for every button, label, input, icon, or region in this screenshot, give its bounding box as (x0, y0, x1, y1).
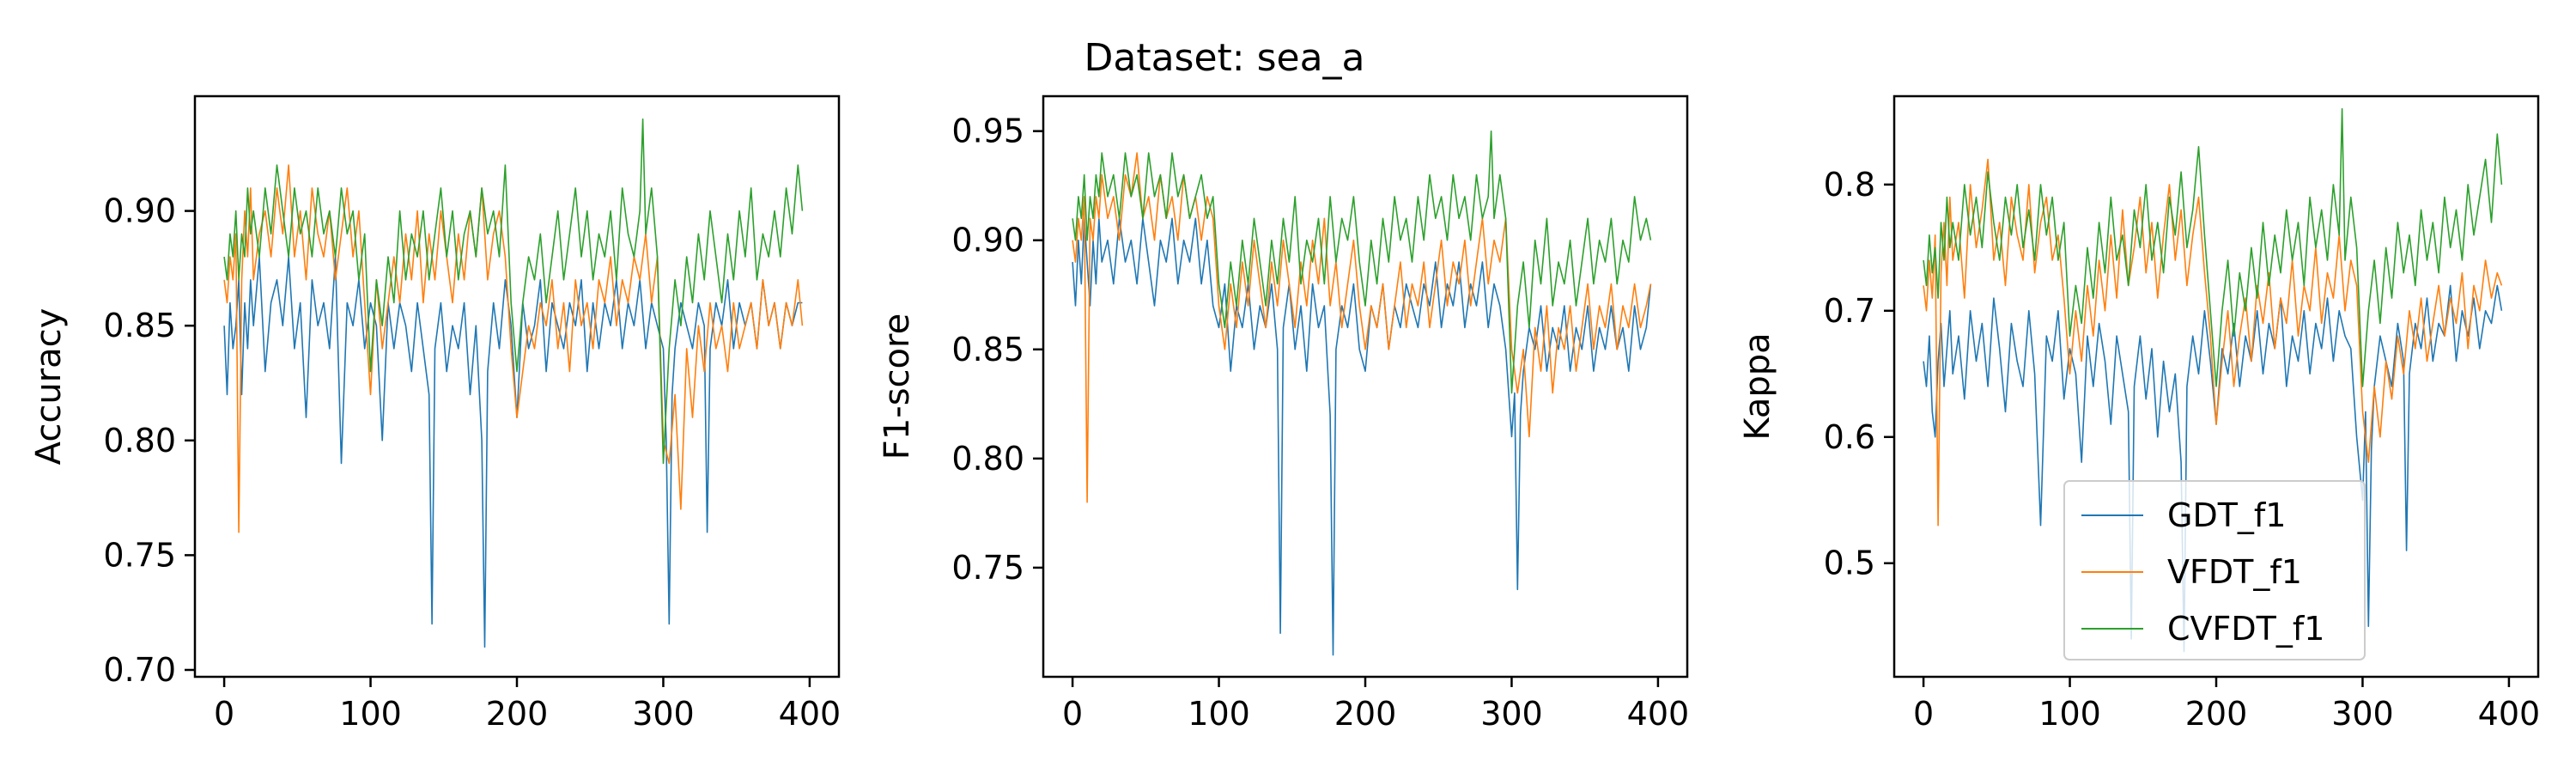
x-tick-label: 100 (1188, 695, 1250, 733)
y-axis-label: F1-score (878, 313, 917, 460)
chart-panel-2: 0 100 200 300 400 0.75 0.80 0.85 0.90 0.95 F1-scor… (878, 94, 1690, 733)
y-tick-label: 0.80 (103, 422, 176, 460)
x-tick-label: 400 (1627, 695, 1690, 733)
x-tick-label: 100 (2038, 695, 2101, 733)
series-line-vfdt-f1 (223, 164, 804, 533)
x-tick-label: 300 (2331, 695, 2394, 733)
y-tick-label: 0.8 (1824, 166, 1875, 204)
y-tick-label: 0.7 (1824, 292, 1875, 330)
x-tick-label: 300 (632, 695, 695, 733)
y-tick-label: 0.85 (951, 331, 1024, 368)
series-line-gdt-f1 (1923, 284, 2503, 653)
series-line-cvfdt-f1 (1072, 130, 1652, 394)
x-tick-label: 400 (779, 695, 841, 733)
y-tick-label: 0.85 (103, 307, 176, 344)
x-tick-label: 0 (214, 695, 234, 733)
x-tick-label: 200 (1334, 695, 1397, 733)
legend-label: GDT_f1 (2167, 496, 2286, 534)
y-tick-label: 0.75 (103, 536, 176, 574)
chart-panel-3: 0 100 200 300 400 0.5 0.6 0.7 0.8 Kappa GDT_f1 VFDT… (1738, 94, 2541, 733)
y-tick-label: 0.5 (1824, 545, 1875, 582)
x-tick-label: 200 (2185, 695, 2248, 733)
series-line-cvfdt-f1 (223, 118, 804, 465)
x-tick-label: 100 (339, 695, 402, 733)
y-tick-label: 0.95 (951, 113, 1024, 150)
series-line-cvfdt-f1 (1923, 107, 2503, 387)
series-line-vfdt-f1 (1072, 152, 1652, 503)
x-tick-label: 400 (2478, 695, 2541, 733)
legend: GDT_f1 VFDT_f1 CVFDT_f1 (2063, 480, 2366, 660)
y-tick-label: 0.75 (951, 549, 1024, 587)
x-tick-label: 300 (1480, 695, 1543, 733)
y-tick-label: 0.70 (103, 651, 176, 689)
plot-frame (193, 94, 841, 679)
y-tick-label: 0.90 (951, 222, 1024, 259)
legend-label: CVFDT_f1 (2167, 610, 2324, 648)
y-tick-label: 0.6 (1824, 418, 1875, 456)
y-tick-label: 0.90 (103, 192, 176, 230)
series-line-gdt-f1 (1072, 217, 1652, 656)
legend-box (2063, 480, 2366, 660)
chart-panel-1: 0 100 200 300 400 0.70 0.75 0.80 0.85 0.90 Accurac… (29, 94, 841, 733)
y-tick-label: 0.80 (951, 440, 1024, 478)
x-tick-label: 0 (1913, 695, 1934, 733)
figure-title: Dataset: sea_a (1084, 36, 1364, 80)
series-line-vfdt-f1 (1923, 158, 2503, 526)
y-axis-label: Kappa (1738, 332, 1777, 440)
legend-label: VFDT_f1 (2167, 553, 2302, 591)
x-tick-label: 200 (486, 695, 549, 733)
series-line-gdt-f1 (223, 256, 803, 648)
y-axis-label: Accuracy (29, 308, 69, 466)
x-tick-label: 0 (1062, 695, 1083, 733)
